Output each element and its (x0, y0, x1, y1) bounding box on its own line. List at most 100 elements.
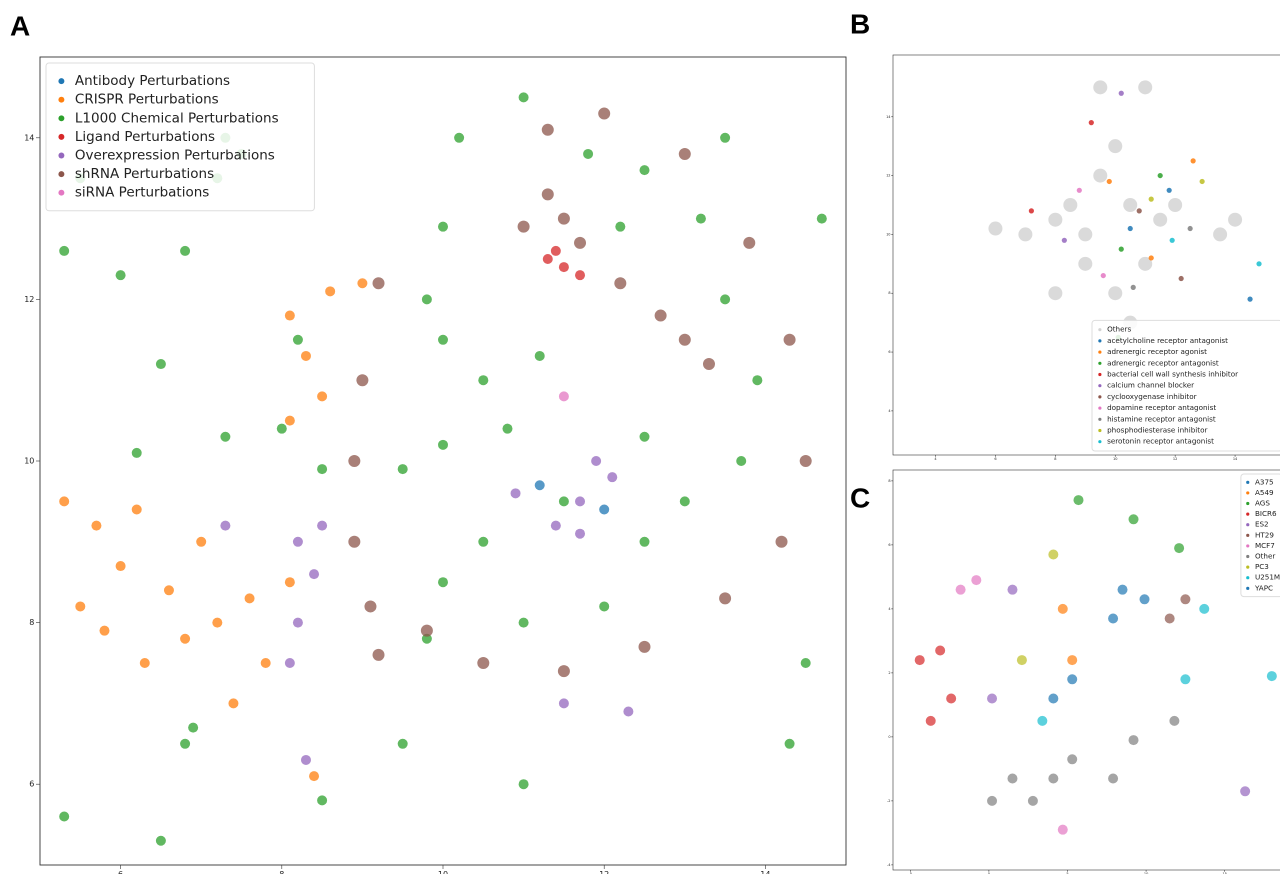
point (638, 640, 651, 653)
legend-label: YAPC (1254, 583, 1273, 592)
point (1027, 795, 1038, 806)
point (1067, 754, 1078, 765)
point (1117, 584, 1128, 595)
point (1037, 715, 1048, 726)
point (1174, 543, 1185, 554)
point (800, 658, 811, 668)
point (1106, 178, 1112, 185)
legend-marker (1098, 328, 1102, 332)
legend-marker (1246, 501, 1250, 506)
point (1128, 514, 1139, 525)
point (478, 536, 489, 547)
legend-marker (58, 96, 65, 103)
point (1100, 272, 1106, 279)
y-tick-label: 8 (888, 479, 890, 483)
point (260, 658, 271, 668)
point (678, 333, 691, 346)
point (284, 577, 295, 588)
point (534, 350, 545, 361)
point (284, 310, 295, 321)
legend-label: cyclooxygenase inhibitor (1107, 392, 1197, 401)
point (317, 520, 328, 531)
point (679, 496, 690, 507)
legend-marker (58, 133, 65, 140)
point (987, 693, 998, 704)
point (502, 423, 513, 434)
point (614, 277, 627, 290)
point (300, 350, 311, 361)
legend-label: serotonin receptor antagonist (1107, 437, 1214, 446)
point (420, 624, 433, 637)
point (583, 148, 594, 159)
point (1136, 208, 1142, 214)
legend-label: shRNA Perturbations (75, 166, 214, 182)
x-tick-label: 6 (118, 870, 123, 874)
point (317, 464, 328, 475)
point (477, 657, 490, 669)
point (220, 520, 231, 531)
point (115, 270, 126, 281)
point (421, 294, 432, 305)
point (816, 213, 827, 224)
point (292, 536, 303, 547)
point (1048, 549, 1059, 560)
point (557, 212, 570, 225)
point (558, 496, 569, 507)
point (1138, 256, 1153, 271)
x-tick-label: 14 (760, 870, 770, 874)
legend-marker (1246, 565, 1250, 569)
point (599, 601, 610, 612)
point (720, 132, 731, 143)
legend-marker (1098, 361, 1102, 365)
x-tick-label: 10 (438, 870, 448, 874)
point (372, 648, 385, 661)
point (212, 617, 223, 628)
point (421, 633, 432, 644)
point (987, 795, 998, 806)
x-tick-label: 10 (1113, 457, 1117, 461)
x-tick-label: 5 (1066, 872, 1068, 874)
point (702, 358, 715, 371)
point (1157, 172, 1163, 179)
x-tick-label: 12 (599, 870, 609, 874)
y-tick-label: 4 (888, 607, 891, 611)
point (292, 617, 303, 628)
point (357, 278, 368, 289)
point (1028, 208, 1034, 214)
legend-marker (1098, 406, 1102, 410)
legend-marker (58, 115, 65, 122)
point (1148, 255, 1154, 261)
point (300, 754, 311, 765)
point (752, 375, 763, 386)
point (935, 645, 946, 656)
point (558, 698, 569, 709)
panel: A 6 8 10 12 14 6 8 10 12 14 Antibody Perturbations C… (10, 10, 847, 874)
y-tick-label: 10 (886, 232, 890, 236)
point (438, 439, 448, 450)
point (517, 220, 530, 233)
legend-label: A375 (1255, 477, 1274, 486)
point (534, 480, 545, 491)
point (317, 391, 328, 402)
point (955, 584, 966, 595)
points (59, 92, 827, 846)
point (1057, 603, 1068, 614)
point (276, 423, 287, 434)
legend-label: ES2 (1255, 520, 1269, 529)
point (1073, 495, 1084, 506)
point (1247, 296, 1253, 302)
point (518, 92, 529, 103)
point (639, 165, 650, 176)
legend-label: adrenergic receptor agonist (1107, 347, 1207, 356)
point (180, 738, 191, 749)
point (325, 286, 336, 297)
legend-label: Antibody Perturbations (75, 73, 230, 89)
point (550, 245, 561, 256)
point (188, 722, 199, 733)
legend-marker (1246, 554, 1250, 559)
legend-marker (1098, 395, 1102, 399)
point (309, 569, 320, 580)
legend-marker (58, 171, 65, 178)
point (1108, 286, 1123, 301)
panel-label: A (10, 10, 30, 41)
